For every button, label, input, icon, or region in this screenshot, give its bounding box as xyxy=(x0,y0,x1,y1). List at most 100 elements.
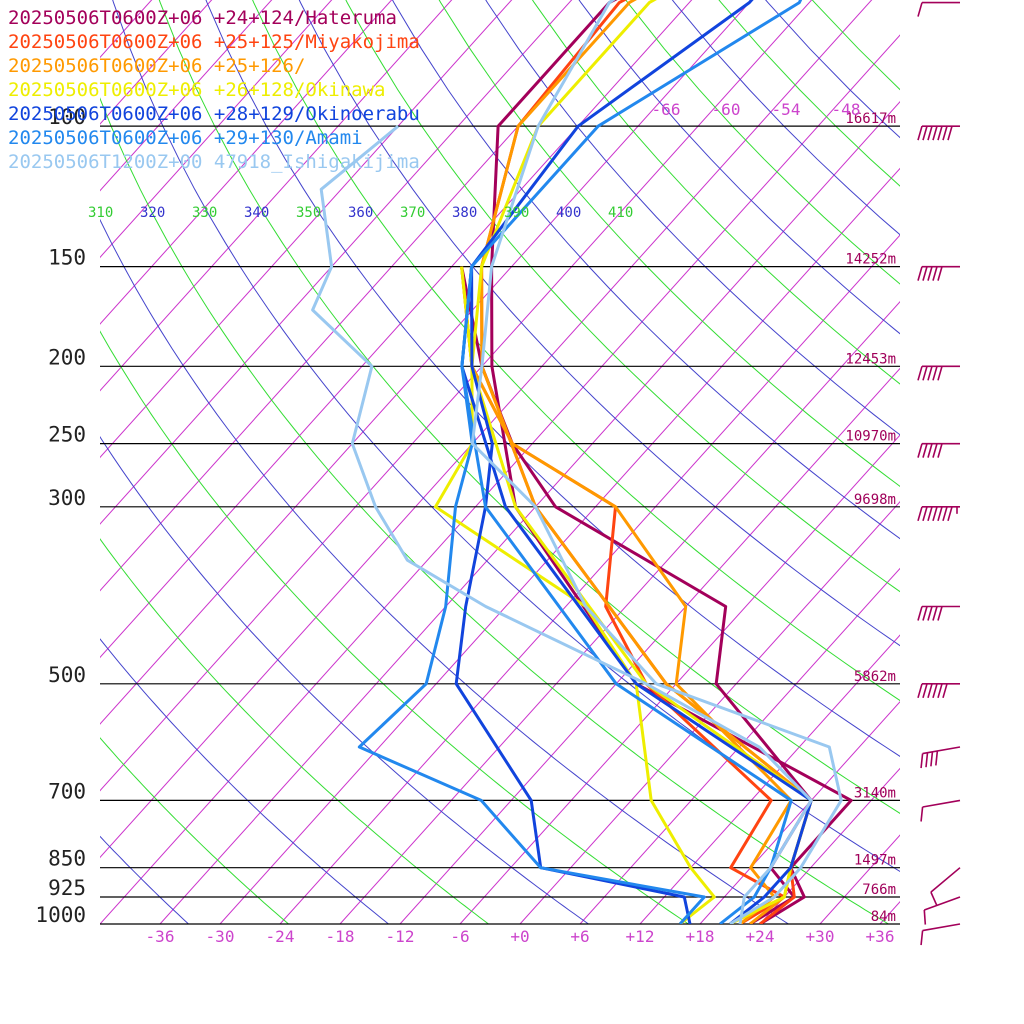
wind-barb-flag xyxy=(917,606,923,621)
temperature-tick-label: -30 xyxy=(206,927,235,946)
wind-barb-flag xyxy=(937,506,943,522)
pressure-label: 300 xyxy=(48,486,86,510)
wind-barb-flag xyxy=(922,683,928,699)
wind-barb-flag xyxy=(922,125,928,141)
theta-label: 340 xyxy=(244,205,269,221)
wind-barb-flag xyxy=(927,125,933,141)
legend-item: 20250506T0600Z+06 +25+125/Miyakojima xyxy=(8,31,420,53)
theta-label: 350 xyxy=(296,205,321,221)
wind-barb xyxy=(917,506,960,522)
isotherm-label: -60 xyxy=(712,100,741,119)
dry-adiabat-line xyxy=(100,538,490,924)
wind-barb-flag xyxy=(922,506,928,522)
height-label: 12453m xyxy=(845,351,896,367)
wind-barb-flag xyxy=(947,506,953,522)
height-label: 5862m xyxy=(854,669,896,685)
wind-barbs xyxy=(917,1,961,946)
wind-barb-flag xyxy=(942,125,948,141)
wind-barb xyxy=(920,923,961,946)
height-label: 16617m xyxy=(845,111,896,127)
isobars xyxy=(100,125,900,925)
dry-adiabat-line xyxy=(100,638,390,924)
wind-barb xyxy=(920,746,961,769)
theta-label: 320 xyxy=(140,205,165,221)
wind-barb-flag xyxy=(935,750,939,766)
dry-adiabat-line xyxy=(625,0,900,285)
dewpoint-profile xyxy=(434,266,716,924)
wind-barb-flag xyxy=(942,683,948,699)
wind-barb-flag xyxy=(937,606,943,621)
temperature-profile xyxy=(460,0,803,924)
wind-barb-flag xyxy=(917,366,923,381)
wind-barb-flag xyxy=(932,606,938,621)
wind-barb-flag xyxy=(937,125,943,141)
temperature-tick-label: +36 xyxy=(866,927,895,946)
dry-adiabat-line xyxy=(252,0,900,702)
sounding-profiles xyxy=(311,0,853,924)
theta-label: 380 xyxy=(452,205,477,221)
legend-item: 20250506T0600Z+06 +25+126/ xyxy=(8,55,305,77)
dry-adiabat-line xyxy=(438,0,900,487)
pressure-label: 925 xyxy=(48,876,86,900)
height-label: 9698m xyxy=(854,492,896,508)
wind-barb-flag xyxy=(932,443,938,458)
temperature-tick-label: -18 xyxy=(326,927,355,946)
isotherm-line xyxy=(519,501,900,924)
legend-item: 20250506T0600Z+06 +26+128/Okinawa xyxy=(8,79,386,101)
dry-adiabat-line xyxy=(100,218,790,924)
height-label: 14252m xyxy=(845,252,896,268)
wind-barb-flag xyxy=(917,2,923,17)
wind-barb-flag xyxy=(925,752,929,768)
theta-label: 390 xyxy=(504,205,529,221)
temperature-tick-label: -6 xyxy=(450,927,469,946)
wind-barb-flag xyxy=(927,366,933,381)
dewpoint-profile xyxy=(460,266,793,924)
isotherm-label: -54 xyxy=(772,100,801,119)
temperature-tick-label: +24 xyxy=(746,927,775,946)
wind-barb xyxy=(917,125,960,141)
wind-barb-flag xyxy=(922,366,928,381)
height-label: 766m xyxy=(862,882,896,898)
dry-adiabat-line xyxy=(485,0,900,436)
pressure-label: 1000 xyxy=(35,903,86,927)
isotherm-label: -66 xyxy=(652,100,681,119)
isotherm-line xyxy=(639,634,900,924)
wind-barb xyxy=(923,896,961,925)
wind-barb-staff xyxy=(922,923,961,932)
temperature-tick-label: -24 xyxy=(266,927,295,946)
wind-barb-staff xyxy=(924,896,961,911)
temperature-profile xyxy=(470,0,813,924)
isotherm-line xyxy=(339,301,900,924)
wind-barb-flag xyxy=(917,443,923,458)
pressure-label: 100 xyxy=(48,105,86,129)
temperature-tick-label: -12 xyxy=(386,927,415,946)
dry-adiabat-line xyxy=(100,436,590,924)
theta-label: 370 xyxy=(400,205,425,221)
temperature-profile xyxy=(470,0,843,924)
isotherm-line xyxy=(819,834,900,924)
dry-adiabat-line xyxy=(391,0,900,540)
legend-item: 20250506T0600Z+06 +28+129/Okinoerabu xyxy=(8,103,420,125)
dry-adiabat-line xyxy=(578,0,900,335)
wind-barb-flag xyxy=(947,125,953,141)
wind-barb-flag xyxy=(932,366,938,381)
isotherm-line xyxy=(579,567,900,924)
isotherm-line xyxy=(1000,0,1024,924)
wind-barb-staff xyxy=(922,799,961,808)
wind-barb xyxy=(917,683,960,699)
wind-barb-flag xyxy=(930,891,938,906)
dewpoint-profile xyxy=(311,125,813,924)
wind-barb-flag xyxy=(932,506,938,522)
dry-adiabat-line xyxy=(298,0,900,647)
wind-barb-staff xyxy=(930,867,961,893)
pressure-label: 150 xyxy=(48,246,86,270)
wind-barb-flag xyxy=(937,443,943,458)
wind-barb xyxy=(917,265,960,281)
dry-adiabat-line xyxy=(345,0,900,593)
wind-barb-flag xyxy=(920,806,924,822)
pressure-label: 250 xyxy=(48,423,86,447)
wind-barb xyxy=(920,799,961,822)
height-label: 3140m xyxy=(854,785,896,801)
wind-barb xyxy=(917,605,960,621)
